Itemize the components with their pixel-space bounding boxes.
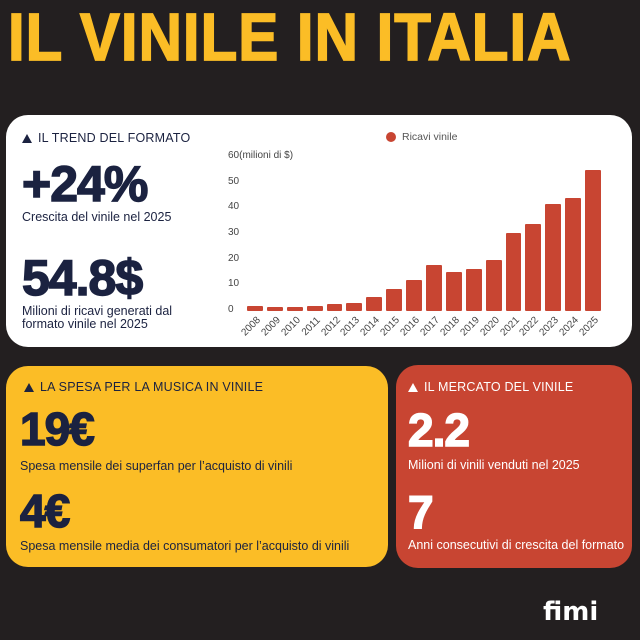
x-tick-label: 2015 <box>378 314 403 339</box>
bar-2016 <box>406 280 422 311</box>
x-tick-label: 2012 <box>318 314 343 339</box>
revenue-caption-line2: formato vinile nel 2025 <box>22 317 148 331</box>
x-tick-label: 2017 <box>418 314 442 339</box>
x-tick-label: 2019 <box>458 314 482 339</box>
x-tick-label: 2008 <box>239 314 263 339</box>
x-tick-label: 2013 <box>338 314 363 339</box>
bar-2008 <box>247 306 263 311</box>
triangle-icon <box>24 382 34 392</box>
bar-2014 <box>366 296 383 311</box>
bar-2022 <box>525 224 542 311</box>
y-tick-label: 10 <box>228 278 240 290</box>
triangle-icon <box>408 382 418 392</box>
revenue-bar-chart: Ricavi vinile 0 10 20 30 40 50 60(milioni di $… <box>220 125 630 347</box>
superfan-caption: Spesa mensile dei superfan per l’acquist… <box>20 459 293 473</box>
mercato-section-title: IL MERCATO DEL VINILE <box>424 380 574 394</box>
y-tick-label: 30 <box>228 227 240 238</box>
mercato-card: IL MERCATO DEL VINILE 2.2 Milioni di vin… <box>396 365 632 568</box>
x-tick-label: 2024 <box>557 314 582 339</box>
x-tick-label: 2018 <box>438 314 462 339</box>
bar-2025 <box>585 170 601 311</box>
y-tick-label: 40 <box>228 201 240 213</box>
y-tick-label: 20 <box>228 252 240 264</box>
revenue-value: 54.8$ <box>21 250 144 306</box>
bar-2023 <box>545 204 562 311</box>
x-tick-label: 2009 <box>259 314 283 339</box>
bar-2013 <box>346 303 363 311</box>
bar-2010 <box>286 306 303 311</box>
bar-2009 <box>266 306 283 311</box>
legend-label: Ricavi vinile <box>402 131 458 143</box>
years-value: 7 <box>407 486 434 538</box>
bars-area <box>245 157 603 311</box>
trend-section-header: IL TREND DEL FORMATO <box>22 131 190 145</box>
x-tick-label: 2011 <box>299 315 323 338</box>
bar-2019 <box>465 268 482 311</box>
spesa-section-title: LA SPESA PER LA MUSICA IN VINILE <box>40 380 264 394</box>
superfan-value: 19€ <box>19 403 95 455</box>
trend-section-title: IL TREND DEL FORMATO <box>38 131 191 145</box>
x-tick-label: 2021 <box>497 314 522 339</box>
spesa-card: LA SPESA PER LA MUSICA IN VINILE 19€ Spe… <box>6 366 388 567</box>
bar-2012 <box>326 304 343 311</box>
legend-dot-icon <box>386 132 396 142</box>
bar-2018 <box>445 272 462 311</box>
y-tick-label: 0 <box>228 304 234 315</box>
bar-2011 <box>306 306 323 311</box>
mercato-section-header: IL MERCATO DEL VINILE <box>408 380 573 394</box>
x-tick-label: 2014 <box>358 314 383 339</box>
x-tick-label: 2025 <box>577 314 602 339</box>
sold-caption: Milioni di vinili venduti nel 2025 <box>408 458 580 472</box>
x-tick-label: 2022 <box>517 314 542 339</box>
y-tick-label: 50 <box>228 175 240 187</box>
x-tick-label: 2023 <box>537 314 562 339</box>
x-tick-label: 2020 <box>478 314 502 339</box>
growth-caption: Crescita del vinile nel 2025 <box>22 210 172 224</box>
sold-value: 2.2 <box>407 404 470 456</box>
bar-2020 <box>485 260 502 311</box>
triangle-icon <box>22 133 32 143</box>
growth-value: +24% <box>21 156 149 212</box>
bar-2021 <box>505 233 522 311</box>
bar-2024 <box>565 198 582 311</box>
average-caption: Spesa mensile media dei consumatori per … <box>20 539 350 553</box>
bar-2017 <box>426 264 442 311</box>
average-value: 4€ <box>19 485 71 537</box>
x-tick-label: 2016 <box>398 314 423 339</box>
x-tick-label: 2010 <box>279 314 303 339</box>
chart-legend: Ricavi vinile <box>386 131 457 143</box>
spesa-section-header: LA SPESA PER LA MUSICA IN VINILE <box>24 380 263 394</box>
revenue-caption-line1: Milioni di ricavi generati dal <box>22 304 173 318</box>
years-caption: Anni consecutivi di crescita del formato <box>408 538 625 552</box>
fimi-logo: fimi <box>543 597 599 627</box>
y-tick-label: 60(milioni di $) <box>228 150 294 161</box>
bar-2015 <box>386 289 403 311</box>
page-title: IL VINILE IN ITALIA <box>7 0 572 75</box>
